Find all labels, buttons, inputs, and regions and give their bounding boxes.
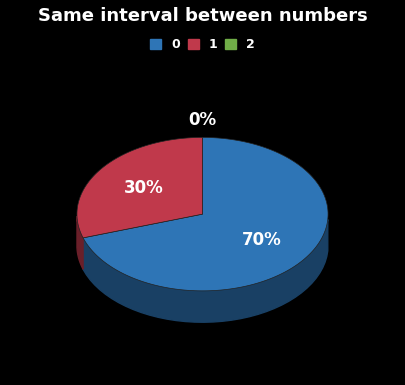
Text: 30%: 30% <box>124 179 164 197</box>
Polygon shape <box>77 216 83 269</box>
Polygon shape <box>83 219 328 322</box>
Polygon shape <box>83 137 328 291</box>
Legend: 0, 1, 2: 0, 1, 2 <box>147 35 258 54</box>
Polygon shape <box>77 137 202 238</box>
Text: 0%: 0% <box>188 111 217 129</box>
Text: 70%: 70% <box>241 231 281 249</box>
Title: Same interval between numbers: Same interval between numbers <box>38 7 367 25</box>
